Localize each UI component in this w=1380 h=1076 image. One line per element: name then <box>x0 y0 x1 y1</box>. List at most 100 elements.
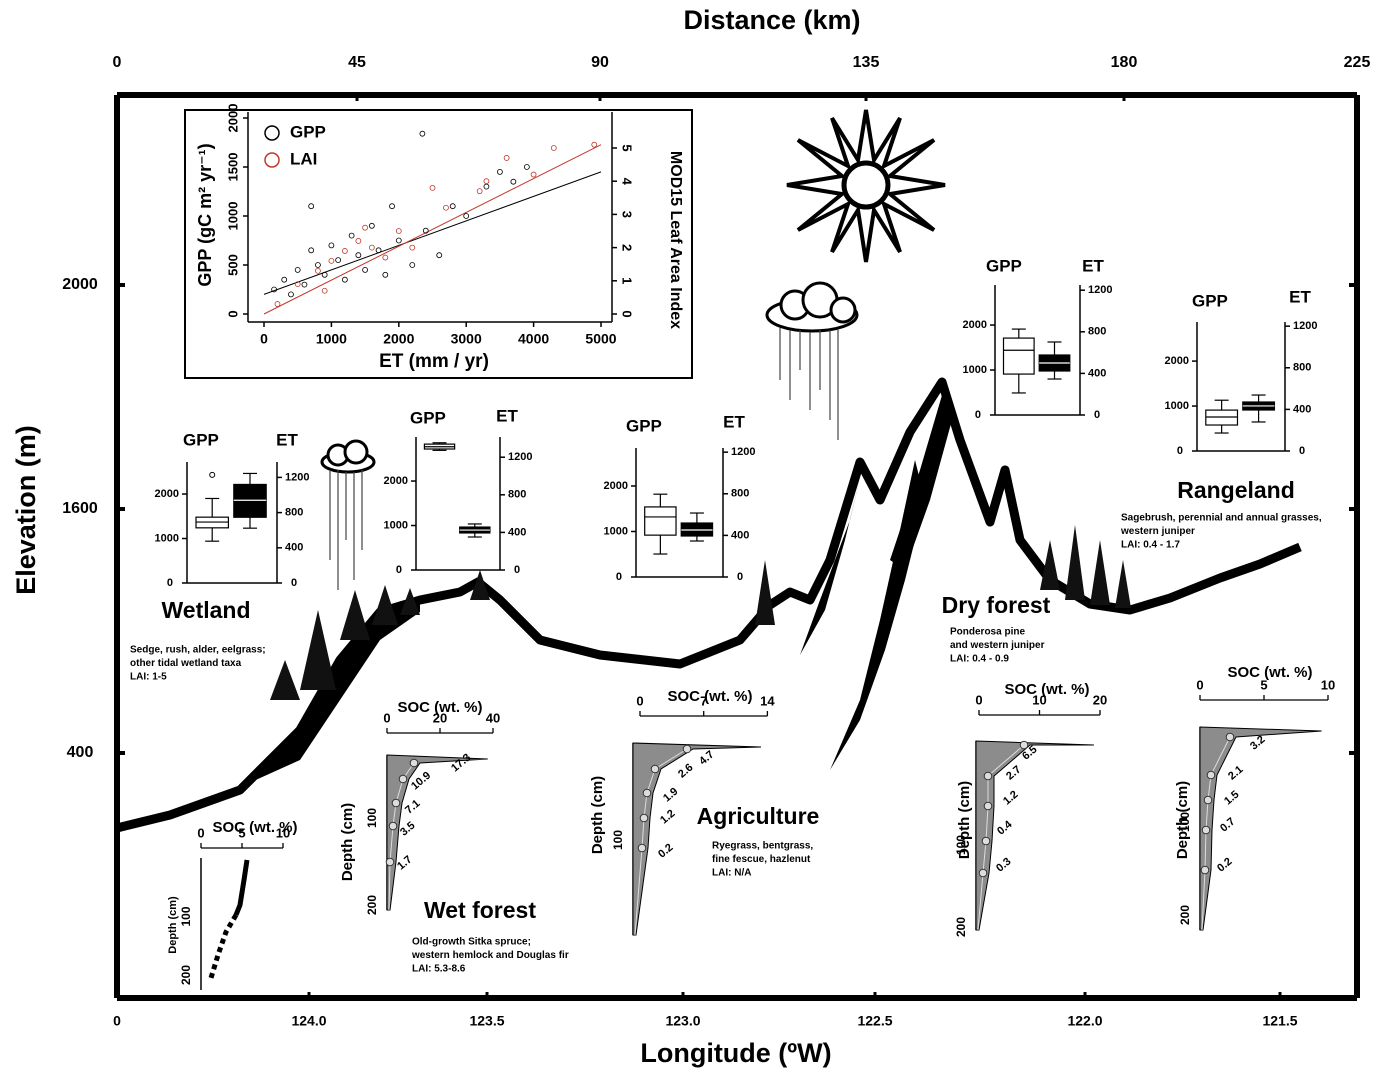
site-name: Agriculture <box>697 803 820 829</box>
box-y2-tick-label: 800 <box>731 488 749 500</box>
soc-x-tick-label: 10 <box>1032 692 1046 707</box>
soc-profile <box>1200 727 1322 930</box>
site-description: other tidal wetland taxa <box>130 658 242 669</box>
soc-point <box>982 837 990 845</box>
soc-x-tick-label: 10 <box>1321 677 1335 692</box>
inset-y-tick-label: 1500 <box>225 153 240 182</box>
inset-x-tick-label: 2000 <box>383 331 414 347</box>
soc-point <box>1207 771 1215 779</box>
box-y2-tick-label: 400 <box>508 526 526 538</box>
soc-value-label: 1.7 <box>395 853 414 872</box>
box-y2-tick-label: 0 <box>1299 445 1305 457</box>
soc-point <box>392 799 400 807</box>
bottom-tick-label: 123.5 <box>469 1013 504 1029</box>
site-lai: LAI: 0.4 - 0.9 <box>950 654 1009 665</box>
soc-value-label: 1.9 <box>661 785 680 804</box>
inset-y2-tick-label: 0 <box>620 310 635 317</box>
bottom-tick-label: 122.5 <box>857 1013 892 1029</box>
top-tick-label: 135 <box>853 54 880 71</box>
inset-y-tick-label: 0 <box>225 310 240 317</box>
soc-point <box>638 844 646 852</box>
site-name: Rangeland <box>1177 477 1295 503</box>
soc-title: SOC (wt. %) <box>1228 664 1313 681</box>
box-y2-tick-label: 1200 <box>731 446 755 458</box>
site-description: Old-growth Sitka spruce; <box>412 937 531 948</box>
soc-title: SOC (wt. %) <box>1005 681 1090 698</box>
gpp-label: GPP <box>626 416 662 435</box>
box-y2-tick-label: 1200 <box>508 451 532 463</box>
soc-x-tick-label: 0 <box>197 825 204 840</box>
box-y-tick-label: 1000 <box>963 364 987 376</box>
box-y2-tick-label: 800 <box>1293 362 1311 374</box>
box-y2-tick-label: 0 <box>737 571 743 583</box>
left-tick-label: 400 <box>67 744 94 761</box>
soc-point <box>389 822 397 830</box>
box-y-tick-label: 2000 <box>155 488 179 500</box>
left-tick-label: 2000 <box>62 276 98 293</box>
soc-profile <box>211 915 236 978</box>
soc-point <box>386 858 394 866</box>
soc-x-tick-label: 40 <box>486 710 500 725</box>
box-y2-tick-label: 800 <box>508 489 526 501</box>
box-y2-tick-label: 0 <box>514 564 520 576</box>
soc-x-tick-label: 0 <box>1196 677 1203 692</box>
soc-x-tick-label: 5 <box>1260 677 1267 692</box>
legend-label: GPP <box>290 122 326 141</box>
soc-x-tick-label: 7 <box>700 693 707 708</box>
soc-value-label: 1.5 <box>1222 788 1241 807</box>
inset-x-tick-label: 3000 <box>451 331 482 347</box>
soc-point <box>1204 796 1212 804</box>
soc-x-tick-label: 20 <box>433 710 447 725</box>
soc-point <box>1226 733 1234 741</box>
box <box>1004 338 1035 374</box>
top-tick-label: 90 <box>591 54 609 71</box>
box-y2-tick-label: 0 <box>291 577 297 589</box>
box-y-tick-label: 2000 <box>604 480 628 492</box>
soc-x-tick-label: 10 <box>276 825 290 840</box>
soc-depth-label: Depth (cm) <box>589 776 606 854</box>
site-description: western juniper <box>1120 526 1195 537</box>
soc-value-label: 2.1 <box>1226 763 1245 782</box>
soc-value-label: 4.7 <box>697 748 716 767</box>
soc-depth-label: Depth (cm) <box>167 896 179 954</box>
et-label: ET <box>496 406 518 425</box>
bottom-tick-label: 0 <box>113 1013 121 1029</box>
soc-point <box>643 789 651 797</box>
box-y-tick-label: 0 <box>396 564 402 576</box>
box-y-tick-label: 2000 <box>1165 355 1189 367</box>
soc-profile <box>236 860 247 915</box>
bottom-axis-title: Longitude (ºW) <box>640 1038 831 1068</box>
box-y2-tick-label: 1200 <box>1088 284 1112 296</box>
soc-depth-tick-label: 100 <box>954 835 968 855</box>
box-y2-tick-label: 800 <box>285 507 303 519</box>
site-description: Ponderosa pine <box>950 627 1025 638</box>
site-lai: LAI: 5.3-8.6 <box>412 964 466 975</box>
box-y2-tick-label: 1200 <box>285 471 309 483</box>
box-y-tick-label: 0 <box>167 577 173 589</box>
left-axis-title: Elevation (m) <box>11 425 41 595</box>
sun <box>787 110 945 262</box>
soc-value-label: 1.2 <box>1001 788 1020 807</box>
site-description: and western juniper <box>950 640 1045 651</box>
gpp-label: GPP <box>986 256 1022 275</box>
soc-depth-tick-label: 100 <box>611 830 625 850</box>
soc-depth-tick-label: 200 <box>1178 905 1192 925</box>
site-description: Sagebrush, perennial and annual grasses, <box>1121 513 1322 524</box>
soc-depth-label: Depth (cm) <box>339 803 356 881</box>
soc-depth-tick-label: 200 <box>954 917 968 937</box>
box-y-tick-label: 0 <box>1177 445 1183 457</box>
inset-x-tick-label: 1000 <box>316 331 347 347</box>
site-name: Wet forest <box>424 897 536 923</box>
soc-point <box>984 802 992 810</box>
soc-value-label: 7.1 <box>403 797 422 816</box>
et-label: ET <box>723 412 745 431</box>
site-description: fine fescue, hazlenut <box>712 854 811 865</box>
soc-x-tick-label: 0 <box>975 692 982 707</box>
site-description: Ryegrass, bentgrass, <box>712 841 813 852</box>
soc-depth-tick-label: 100 <box>179 906 193 926</box>
bottom-tick-label: 122.0 <box>1067 1013 1102 1029</box>
soc-value-label: 1.2 <box>658 807 677 826</box>
box-y-tick-label: 1000 <box>1165 400 1189 412</box>
site-lai: LAI: N/A <box>712 868 751 879</box>
site-description: Sedge, rush, alder, eelgrass; <box>130 645 266 656</box>
